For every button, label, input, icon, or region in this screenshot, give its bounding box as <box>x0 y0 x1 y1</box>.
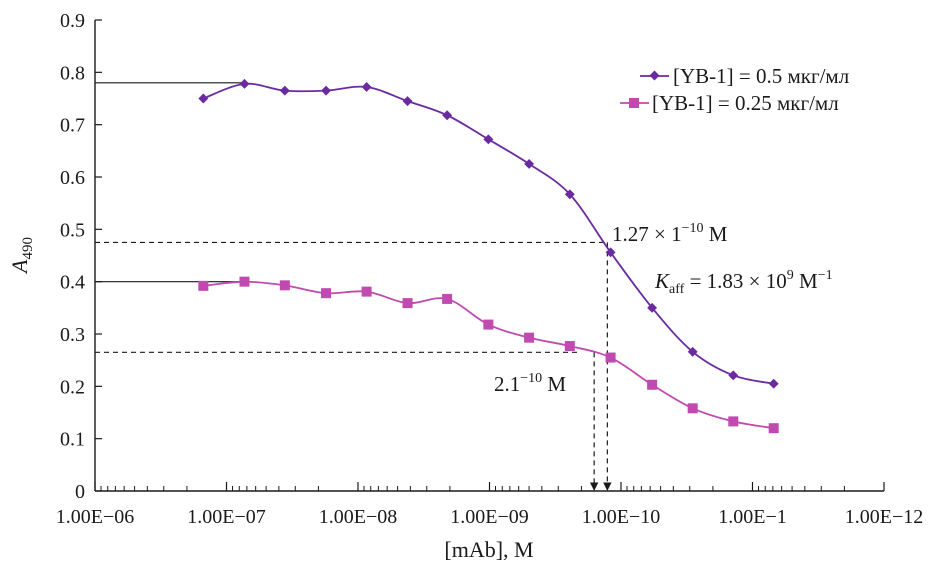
data-point <box>647 302 658 313</box>
y-tick-label: 0.3 <box>60 324 85 346</box>
data-point <box>605 247 616 258</box>
legend-label-1: [YB-1] = 0.25 мкг/мл <box>652 91 839 115</box>
annotation-kaff-k: K <box>654 269 670 293</box>
annotation-kaff-tail: M <box>794 269 818 293</box>
x-tick-label: 1.00E−06 <box>56 506 135 528</box>
x-tick-label: 1.00E−08 <box>319 506 398 528</box>
data-point <box>564 341 575 352</box>
series-layer <box>198 78 779 434</box>
data-point <box>768 423 779 434</box>
legend-item-1: [YB-1] = 0.25 мкг/мл <box>620 91 839 115</box>
data-point <box>321 85 331 96</box>
annotation-kd-high: 1.27 × 1−10 M <box>612 221 728 246</box>
y-tick-label: 0.7 <box>60 115 85 137</box>
x-tick-label: 1.00E−12 <box>845 506 924 528</box>
legend-marker-0 <box>649 70 660 81</box>
y-tick-label: 0 <box>75 481 85 503</box>
x-axis-title: [mAb], M <box>444 537 533 562</box>
legend-marker-1 <box>629 98 639 108</box>
data-point <box>279 280 290 291</box>
annotation-kd-high-main: 1.27 × 1 <box>612 222 682 246</box>
data-point <box>402 96 413 107</box>
annotation-kaff-sup: 9 <box>787 268 794 283</box>
legend-label-0: [YB-1] = 0.5 мкг/мл <box>673 64 849 88</box>
data-point <box>239 78 250 89</box>
annotation-kd-low-sup: −10 <box>520 371 542 386</box>
data-point <box>361 82 372 92</box>
data-point <box>321 288 332 299</box>
y-axis-title-sub: 490 <box>20 237 36 260</box>
annotation-kd-low-main: 2.1 <box>494 372 520 396</box>
annotation-kaff: Kaff = 1.83 × 109 M−1 <box>654 268 833 297</box>
y-tick-label: 0.2 <box>60 376 85 398</box>
reference-lines <box>95 82 612 491</box>
x-tick-label: 1.00E−10 <box>582 506 661 528</box>
data-point <box>442 110 453 121</box>
x-tick-label: 1.00E−07 <box>187 506 266 528</box>
series-1 <box>198 276 779 434</box>
x-tick-label: 1.00E−09 <box>450 506 529 528</box>
data-point <box>768 378 779 389</box>
y-axis-title-main: A <box>7 259 32 275</box>
data-point <box>647 379 658 390</box>
x-tick-label: 1.00E−1 <box>718 506 787 528</box>
data-point <box>605 352 616 363</box>
data-point <box>198 93 209 104</box>
data-point <box>279 85 290 96</box>
data-point <box>442 293 453 304</box>
annotation-kd-high-sup: −10 <box>682 221 704 236</box>
y-tick-label: 0.5 <box>60 219 85 241</box>
data-point <box>198 280 209 291</box>
data-point <box>483 134 494 145</box>
annotation-kd-low: 2.1−10 M <box>494 371 566 396</box>
data-point <box>728 416 739 427</box>
data-point <box>564 189 575 200</box>
data-point <box>687 403 698 414</box>
annotation-kd-low-tail: M <box>542 372 566 396</box>
annotation-kd-high-tail: M <box>704 222 728 246</box>
data-point <box>361 286 372 297</box>
data-point <box>483 319 494 330</box>
data-point <box>728 370 739 381</box>
y-tick-label: 0.9 <box>60 10 85 32</box>
annotation-kaff-k-sub: aff <box>669 282 685 297</box>
legend-item-0: [YB-1] = 0.5 мкг/мл <box>640 64 849 88</box>
legend: [YB-1] = 0.5 мкг/мл [YB-1] = 0.25 мкг/мл <box>620 64 849 115</box>
data-point <box>524 332 535 343</box>
data-point <box>687 346 698 357</box>
ticks: 0 0.1 0.2 0.3 0.4 0.5 0.6 0.7 0.8 0.9 1.00E−06 1.00… <box>56 10 924 528</box>
y-tick-label: 0.4 <box>60 272 85 294</box>
annotation-kaff-mid: = 1.83 × 10 <box>684 269 786 293</box>
annotation-kaff-sup2: −1 <box>818 268 833 283</box>
y-tick-label: 0.6 <box>60 167 85 189</box>
y-axis-title: A490 <box>7 237 36 275</box>
data-point <box>524 158 535 169</box>
y-tick-label: 0.1 <box>60 429 85 451</box>
data-point <box>239 276 250 287</box>
y-tick-label: 0.8 <box>60 62 85 84</box>
data-point <box>402 298 413 309</box>
